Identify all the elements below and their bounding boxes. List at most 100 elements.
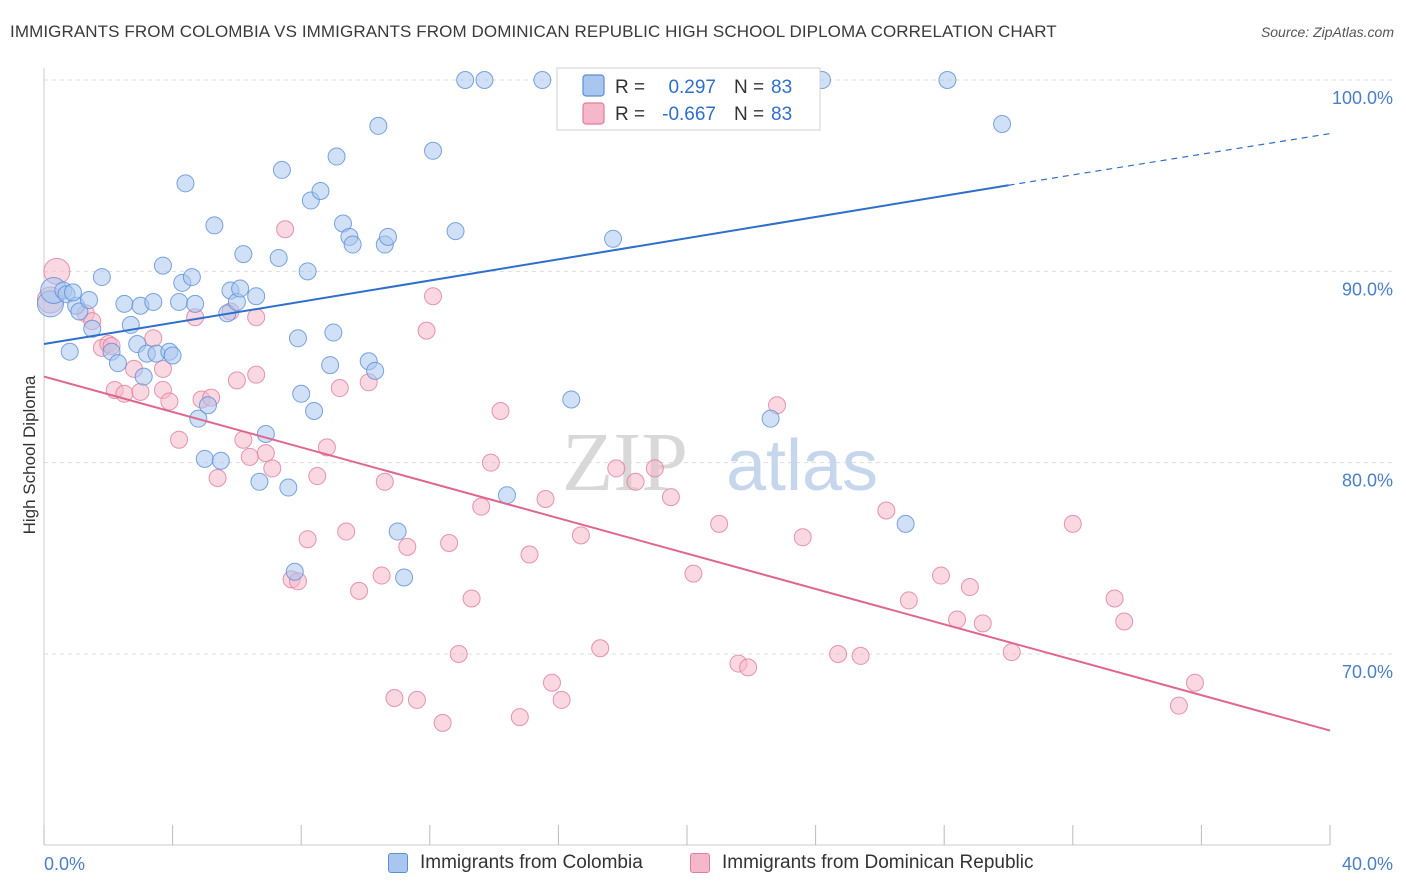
y-tick-label: 70.0% — [1342, 662, 1393, 682]
point-dominican — [793, 528, 812, 547]
watermark-atlas: atlas — [726, 426, 878, 506]
point-colombia — [92, 268, 111, 287]
source-label: Source: ZipAtlas.com — [1260, 24, 1394, 40]
series-legend: Immigrants from Colombia Immigrants from… — [0, 852, 1406, 878]
point-colombia — [279, 478, 298, 497]
point-dominican — [1002, 643, 1021, 662]
data-points — [36, 71, 1204, 732]
point-colombia — [211, 451, 230, 470]
point-dominican — [591, 639, 610, 658]
point-dominican — [542, 673, 561, 692]
point-colombia — [83, 319, 102, 338]
point-dominican — [931, 566, 950, 585]
point-dominican — [571, 526, 590, 545]
point-dominican — [153, 359, 172, 378]
point-dominican — [1185, 673, 1204, 692]
y-tick-label: 90.0% — [1342, 279, 1393, 299]
point-dominican — [398, 537, 417, 556]
point-dominican — [510, 708, 529, 727]
point-dominican — [449, 645, 468, 663]
point-colombia — [134, 367, 153, 386]
point-colombia — [234, 245, 253, 264]
point-dominican — [829, 645, 848, 663]
point-dominican — [1063, 514, 1082, 533]
point-colombia — [182, 268, 201, 287]
watermark: ZIP atlas — [562, 416, 878, 509]
point-colombia — [366, 361, 385, 380]
point-dominican — [645, 459, 664, 478]
point-dominican — [247, 308, 266, 327]
point-colombia — [144, 292, 163, 311]
point-colombia — [446, 222, 465, 241]
point-colombia — [533, 71, 552, 89]
point-colombia — [170, 292, 189, 311]
point-dominican — [144, 329, 163, 348]
point-colombia — [205, 216, 224, 235]
legend-swatch-colombia-bottom — [388, 853, 408, 873]
point-dominican — [481, 453, 500, 472]
y-tick-label: 80.0% — [1342, 471, 1393, 491]
x-tick-label: 40.0% — [1342, 854, 1393, 874]
point-dominican — [160, 392, 179, 411]
legend-item-dominican: Immigrants from Dominican Republic — [690, 852, 1034, 874]
point-colombia — [761, 409, 780, 428]
gridlines — [44, 79, 1392, 655]
point-dominican — [372, 566, 391, 585]
legend-n-value-dominican: 83 — [771, 104, 792, 125]
point-colombia — [896, 514, 915, 533]
point-colombia — [311, 181, 330, 200]
point-dominican — [973, 614, 992, 633]
point-colombia — [562, 390, 581, 409]
point-colombia — [424, 141, 443, 160]
point-dominican — [308, 467, 327, 486]
y-tick-label: 100.0% — [1332, 88, 1393, 108]
point-colombia — [497, 486, 516, 505]
point-dominican — [385, 689, 404, 708]
point-colombia — [115, 294, 134, 313]
y-tick-labels: 70.0% 80.0% 90.0% 100.0% — [1332, 88, 1393, 682]
point-colombia — [247, 287, 266, 306]
point-colombia — [475, 71, 494, 89]
point-dominican — [536, 490, 555, 509]
point-dominican — [851, 646, 870, 665]
point-colombia — [292, 384, 311, 403]
legend-swatch-colombia — [582, 74, 605, 97]
point-colombia — [298, 262, 317, 281]
point-colombia — [186, 294, 205, 313]
legend-r-label-dominican: R = — [615, 104, 645, 125]
legend-swatch-dominican — [582, 102, 605, 125]
point-dominican — [247, 365, 266, 384]
point-dominican — [1169, 696, 1188, 715]
point-dominican — [424, 287, 443, 306]
point-colombia — [231, 279, 250, 298]
point-dominican — [739, 658, 758, 677]
point-dominican — [661, 488, 680, 507]
point-colombia — [993, 115, 1012, 134]
point-dominican — [407, 690, 426, 709]
point-dominican — [552, 690, 571, 709]
point-dominican — [520, 545, 539, 564]
point-dominican — [417, 321, 436, 340]
stats-legend: R = 0.297 N = 83 R = -0.667 N = 83 — [556, 67, 821, 131]
point-colombia — [327, 147, 346, 166]
point-dominican — [263, 459, 282, 478]
point-colombia — [60, 342, 79, 361]
point-colombia — [176, 174, 195, 193]
chart-title: IMMIGRANTS FROM COLOMBIA VS IMMIGRANTS F… — [10, 22, 1057, 41]
point-dominican — [317, 438, 336, 457]
point-colombia — [195, 449, 214, 468]
point-dominican — [607, 459, 626, 478]
trend-line-colombia — [43, 184, 1009, 346]
point-dominican — [1105, 589, 1124, 608]
point-dominican — [684, 564, 703, 583]
point-colombia — [269, 248, 288, 267]
point-dominican — [337, 522, 356, 541]
point-colombia — [395, 568, 414, 587]
point-dominican — [710, 514, 729, 533]
legend-label-dominican: Immigrants from Dominican Republic — [722, 852, 1034, 873]
point-dominican — [462, 589, 481, 608]
point-dominican — [626, 472, 645, 491]
point-colombia — [80, 291, 99, 310]
point-colombia — [163, 346, 182, 365]
